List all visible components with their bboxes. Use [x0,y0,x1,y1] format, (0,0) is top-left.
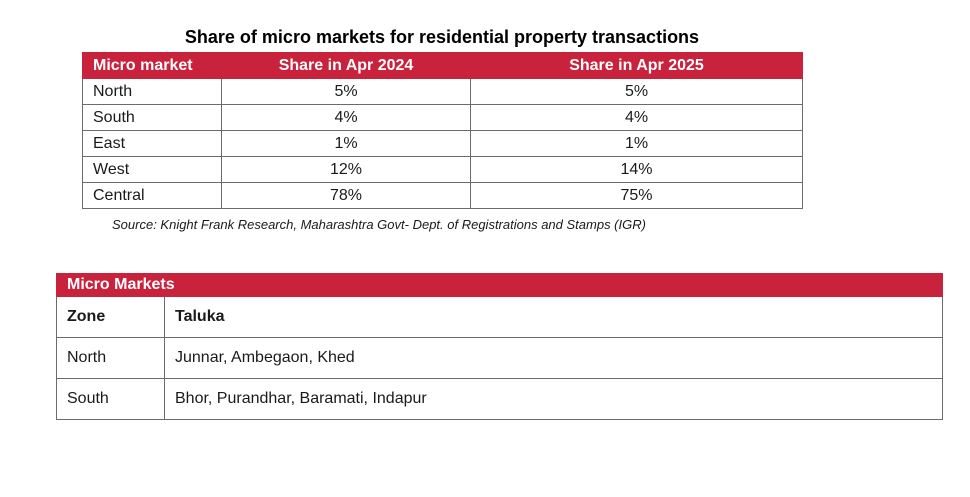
cell-market: North [82,78,222,105]
table-row: Central 78% 75% [82,182,803,209]
table-row: North 5% 5% [82,78,803,105]
header-share-apr-2025: Share in Apr 2025 [470,52,803,79]
cell-share-2025: 5% [470,78,803,105]
table-row: South 4% 4% [82,104,803,131]
header-zone: Zone [56,296,165,338]
source-note: Source: Knight Frank Research, Maharasht… [112,217,646,232]
cell-share-2025: 4% [470,104,803,131]
cell-share-2024: 5% [221,78,471,105]
cell-share-2024: 12% [221,156,471,183]
cell-market: Central [82,182,222,209]
cell-share-2024: 78% [221,182,471,209]
table-row: West 12% 14% [82,156,803,183]
micro-markets-title-row: Micro Markets [56,273,943,297]
cell-taluka: Bhor, Purandhar, Baramati, Indapur [164,378,943,420]
header-micro-market: Micro market [82,52,222,79]
micro-markets-column-header-row: Zone Taluka [56,296,943,338]
table-row: North Junnar, Ambegaon, Khed [56,337,943,379]
cell-market: West [82,156,222,183]
table-row: East 1% 1% [82,130,803,157]
table-row: South Bhor, Purandhar, Baramati, Indapur [56,378,943,420]
cell-share-2025: 1% [470,130,803,157]
cell-share-2024: 1% [221,130,471,157]
cell-taluka: Junnar, Ambegaon, Khed [164,337,943,379]
header-share-apr-2024: Share in Apr 2024 [221,52,471,79]
share-table: Micro market Share in Apr 2024 Share in … [82,52,803,209]
micro-markets-table: Micro Markets Zone Taluka North Junnar, … [56,273,943,420]
cell-share-2024: 4% [221,104,471,131]
cell-zone: North [56,337,165,379]
cell-market: South [82,104,222,131]
cell-share-2025: 75% [470,182,803,209]
share-table-header-row: Micro market Share in Apr 2024 Share in … [82,52,803,79]
micro-markets-title: Micro Markets [56,273,943,297]
cell-zone: South [56,378,165,420]
cell-share-2025: 14% [470,156,803,183]
header-taluka: Taluka [164,296,943,338]
cell-market: East [82,130,222,157]
share-table-title: Share of micro markets for residential p… [184,27,700,47]
